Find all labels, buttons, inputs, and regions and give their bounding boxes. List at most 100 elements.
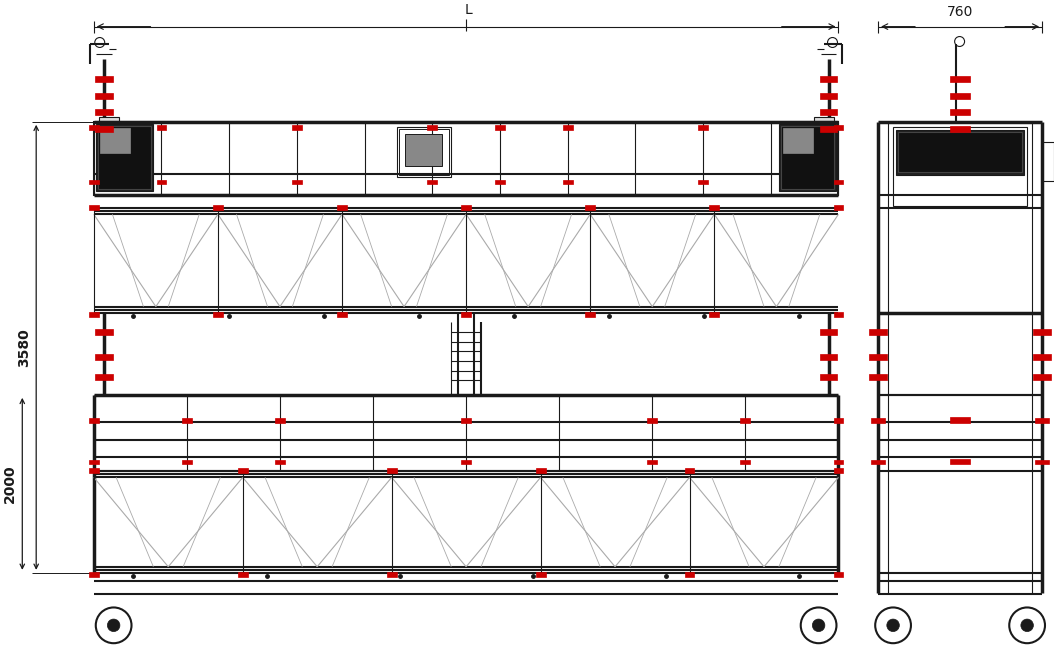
Bar	[819, 109, 837, 115]
Bar	[495, 179, 505, 185]
Bar	[949, 76, 969, 82]
Bar	[869, 329, 887, 335]
Bar	[536, 572, 545, 577]
Bar	[182, 418, 191, 423]
Bar	[95, 374, 113, 380]
Bar	[834, 125, 843, 130]
Bar	[238, 572, 247, 577]
Bar	[949, 417, 969, 423]
Bar	[709, 312, 720, 317]
Bar	[834, 572, 843, 577]
Bar	[427, 179, 438, 185]
Bar	[292, 179, 302, 185]
Bar	[1035, 418, 1049, 423]
Bar	[779, 124, 836, 192]
Bar	[238, 468, 247, 473]
Bar	[949, 458, 969, 464]
Bar	[949, 109, 969, 115]
Bar	[1042, 142, 1054, 181]
Bar	[156, 125, 166, 130]
Bar	[292, 125, 302, 130]
Bar	[834, 418, 843, 423]
Bar	[871, 418, 885, 423]
Bar	[1035, 460, 1049, 464]
Text: 760: 760	[947, 5, 973, 19]
Bar	[1033, 354, 1051, 360]
Bar	[869, 374, 887, 380]
Bar	[461, 460, 471, 464]
Bar	[814, 117, 834, 127]
Bar	[834, 206, 843, 210]
Circle shape	[1021, 619, 1034, 632]
Bar	[647, 460, 657, 464]
Bar	[562, 125, 573, 130]
Bar	[427, 125, 438, 130]
Bar	[97, 126, 151, 190]
Bar	[495, 125, 505, 130]
Text: 3580: 3580	[17, 328, 32, 367]
Bar	[461, 206, 471, 210]
Bar	[834, 312, 843, 317]
Bar	[95, 354, 113, 360]
Bar	[405, 134, 442, 165]
Bar	[781, 126, 834, 190]
Bar	[89, 179, 98, 185]
Circle shape	[108, 619, 119, 632]
Bar	[337, 312, 347, 317]
Bar	[819, 354, 837, 360]
Bar	[819, 76, 837, 82]
Bar	[99, 128, 130, 153]
Bar	[95, 93, 113, 99]
Bar	[698, 179, 708, 185]
Bar	[95, 76, 113, 82]
Bar	[647, 418, 657, 423]
Bar	[783, 128, 813, 153]
Bar	[89, 312, 98, 317]
Bar	[896, 130, 1024, 175]
Bar	[94, 122, 838, 196]
Bar	[740, 460, 750, 464]
Bar	[698, 125, 708, 130]
Bar	[709, 206, 720, 210]
Bar	[212, 312, 223, 317]
Bar	[819, 126, 837, 132]
Bar	[98, 117, 118, 127]
Bar	[89, 125, 98, 130]
Bar	[461, 418, 471, 423]
Bar	[398, 129, 449, 175]
Bar	[275, 460, 285, 464]
Bar	[212, 206, 223, 210]
Bar	[89, 418, 98, 423]
Bar	[96, 124, 153, 192]
Bar	[89, 572, 98, 577]
Bar	[337, 206, 347, 210]
Bar	[685, 572, 694, 577]
Bar	[461, 312, 471, 317]
Bar	[95, 329, 113, 335]
Bar	[586, 206, 595, 210]
Bar	[156, 179, 166, 185]
Text: 2000: 2000	[3, 464, 17, 503]
Bar	[396, 127, 451, 177]
Bar	[89, 206, 98, 210]
Bar	[95, 109, 113, 115]
Bar	[834, 468, 843, 473]
Bar	[1033, 329, 1051, 335]
Bar	[387, 468, 396, 473]
Bar	[834, 460, 843, 464]
Bar	[949, 126, 969, 132]
Bar	[869, 354, 887, 360]
Bar	[536, 468, 545, 473]
Bar	[740, 418, 750, 423]
Bar	[949, 93, 969, 99]
Bar	[819, 93, 837, 99]
Bar	[275, 418, 285, 423]
Bar	[685, 468, 694, 473]
Bar	[182, 460, 191, 464]
Bar	[89, 460, 98, 464]
Circle shape	[887, 619, 900, 632]
Bar	[387, 572, 396, 577]
Bar	[819, 374, 837, 380]
Text: L: L	[464, 3, 472, 17]
Bar	[562, 179, 573, 185]
